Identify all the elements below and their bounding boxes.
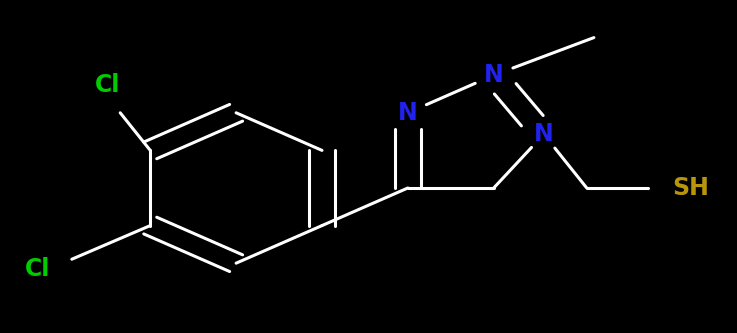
Text: N: N	[484, 63, 503, 87]
Text: N: N	[398, 101, 418, 125]
Text: N: N	[534, 122, 553, 146]
Text: SH: SH	[673, 176, 710, 200]
Text: Cl: Cl	[25, 256, 50, 280]
Text: Cl: Cl	[94, 73, 120, 97]
